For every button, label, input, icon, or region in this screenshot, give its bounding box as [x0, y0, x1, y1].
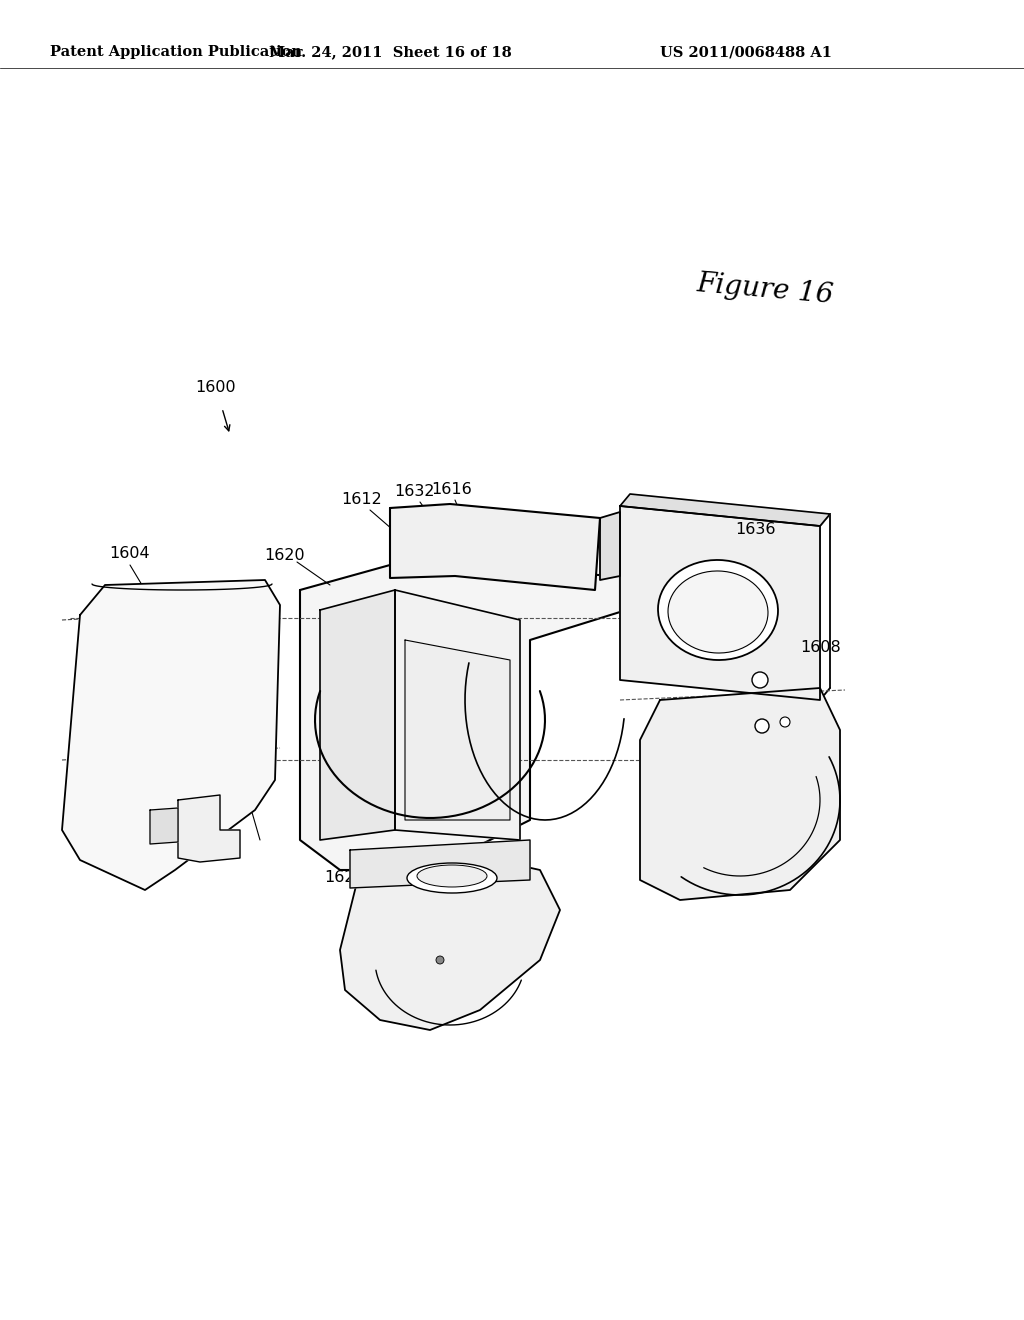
Polygon shape	[640, 688, 840, 900]
Ellipse shape	[417, 865, 487, 887]
Polygon shape	[300, 565, 620, 870]
Text: Figure 16: Figure 16	[695, 271, 835, 309]
Polygon shape	[340, 850, 560, 1030]
Polygon shape	[150, 808, 178, 843]
Polygon shape	[620, 494, 830, 525]
Text: 1600: 1600	[195, 380, 236, 396]
Polygon shape	[406, 640, 510, 820]
Polygon shape	[62, 579, 280, 890]
Text: US 2011/0068488 A1: US 2011/0068488 A1	[660, 45, 831, 59]
Text: 1620: 1620	[264, 548, 305, 562]
Text: Patent Application Publication: Patent Application Publication	[50, 45, 302, 59]
Text: 1604: 1604	[110, 545, 151, 561]
Text: 1636: 1636	[735, 523, 775, 537]
Polygon shape	[350, 840, 530, 888]
Text: 1616: 1616	[432, 483, 472, 498]
Polygon shape	[620, 506, 820, 700]
Ellipse shape	[407, 863, 497, 894]
Polygon shape	[319, 590, 395, 840]
Text: Mar. 24, 2011  Sheet 16 of 18: Mar. 24, 2011 Sheet 16 of 18	[268, 45, 511, 59]
Circle shape	[780, 717, 790, 727]
Circle shape	[752, 672, 768, 688]
Ellipse shape	[668, 572, 768, 653]
Polygon shape	[390, 504, 600, 590]
Polygon shape	[600, 512, 620, 579]
Ellipse shape	[658, 560, 778, 660]
Polygon shape	[395, 590, 520, 840]
Text: 1624: 1624	[325, 870, 365, 886]
Polygon shape	[178, 795, 240, 862]
Text: 1632: 1632	[394, 484, 435, 499]
Circle shape	[436, 956, 444, 964]
Text: 1612: 1612	[342, 492, 382, 507]
Text: 1628: 1628	[490, 854, 530, 870]
Circle shape	[755, 719, 769, 733]
Text: 1608: 1608	[800, 640, 841, 656]
